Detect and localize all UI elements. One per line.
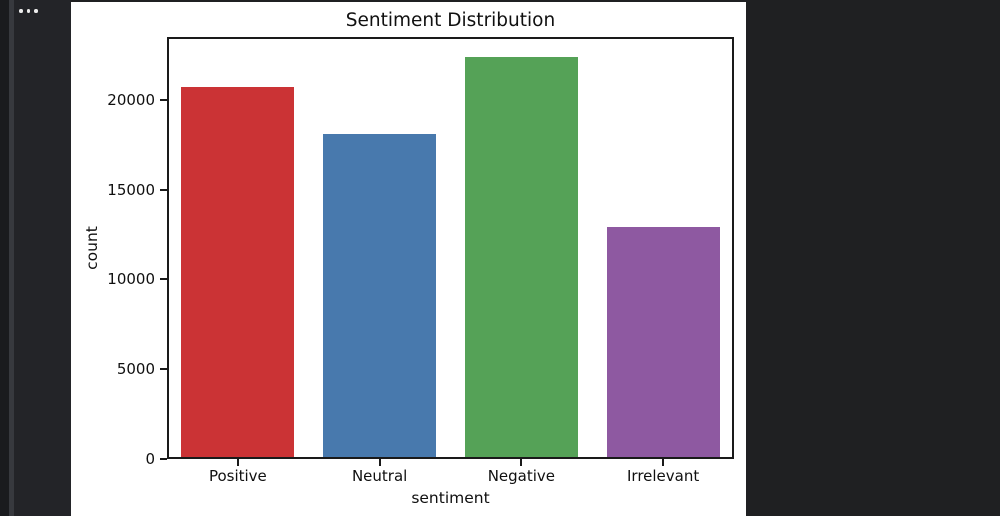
y-tick-label: 20000 — [107, 90, 155, 109]
x-tick-mark — [236, 459, 239, 466]
bar-negative — [464, 56, 578, 459]
bar-irrelevant — [606, 227, 720, 459]
bar-neutral — [323, 133, 437, 459]
x-tick-mark — [662, 459, 665, 466]
y-tick-label: 0 — [145, 450, 155, 468]
y-axis-label: count — [83, 226, 101, 270]
x-tick-label-negative: Negative — [487, 467, 556, 485]
x-tick-label-irrelevant: Irrelevant — [627, 467, 700, 485]
y-tick-label: 10000 — [107, 270, 155, 289]
chart-figure: Sentiment Distribution 0 5000 10000 15000 20… — [71, 2, 746, 516]
y-tick-mark — [160, 458, 167, 460]
y-tick-mark — [160, 278, 167, 281]
y-tick-label: 5000 — [116, 360, 155, 379]
more-options-icon[interactable] — [19, 9, 38, 13]
bar-positive — [181, 87, 295, 459]
x-tick-mark — [520, 459, 523, 466]
x-tick-label-neutral: Neutral — [351, 467, 408, 485]
sidebar-panel — [0, 0, 71, 516]
y-tick-mark — [160, 98, 167, 101]
plot-area — [167, 37, 734, 459]
y-tick-mark — [160, 188, 167, 191]
sidebar-edge — [0, 0, 9, 516]
y-tick-label: 15000 — [107, 180, 155, 199]
y-tick-mark — [160, 368, 167, 371]
chart-title: Sentiment Distribution — [345, 10, 556, 31]
x-tick-mark — [378, 459, 381, 466]
x-axis-label: sentiment — [411, 489, 490, 507]
x-tick-label-positive: Positive — [208, 467, 267, 485]
sidebar-scrollbar[interactable] — [9, 0, 14, 516]
